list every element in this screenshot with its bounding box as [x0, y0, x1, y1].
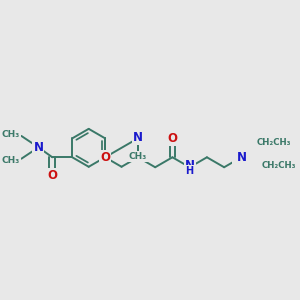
Text: CH₂CH₃: CH₂CH₃ [262, 161, 296, 170]
Text: N: N [185, 159, 195, 172]
Text: O: O [100, 151, 110, 164]
Text: H: H [186, 166, 194, 176]
Text: CH₃: CH₃ [2, 156, 20, 165]
Text: CH₂CH₃: CH₂CH₃ [256, 138, 291, 147]
Text: N: N [133, 131, 143, 144]
Text: CH₃: CH₃ [129, 152, 147, 161]
Text: O: O [167, 133, 177, 146]
Text: CH₃: CH₃ [2, 130, 20, 139]
Text: N: N [236, 151, 246, 164]
Text: N: N [33, 141, 43, 154]
Text: O: O [47, 169, 57, 182]
